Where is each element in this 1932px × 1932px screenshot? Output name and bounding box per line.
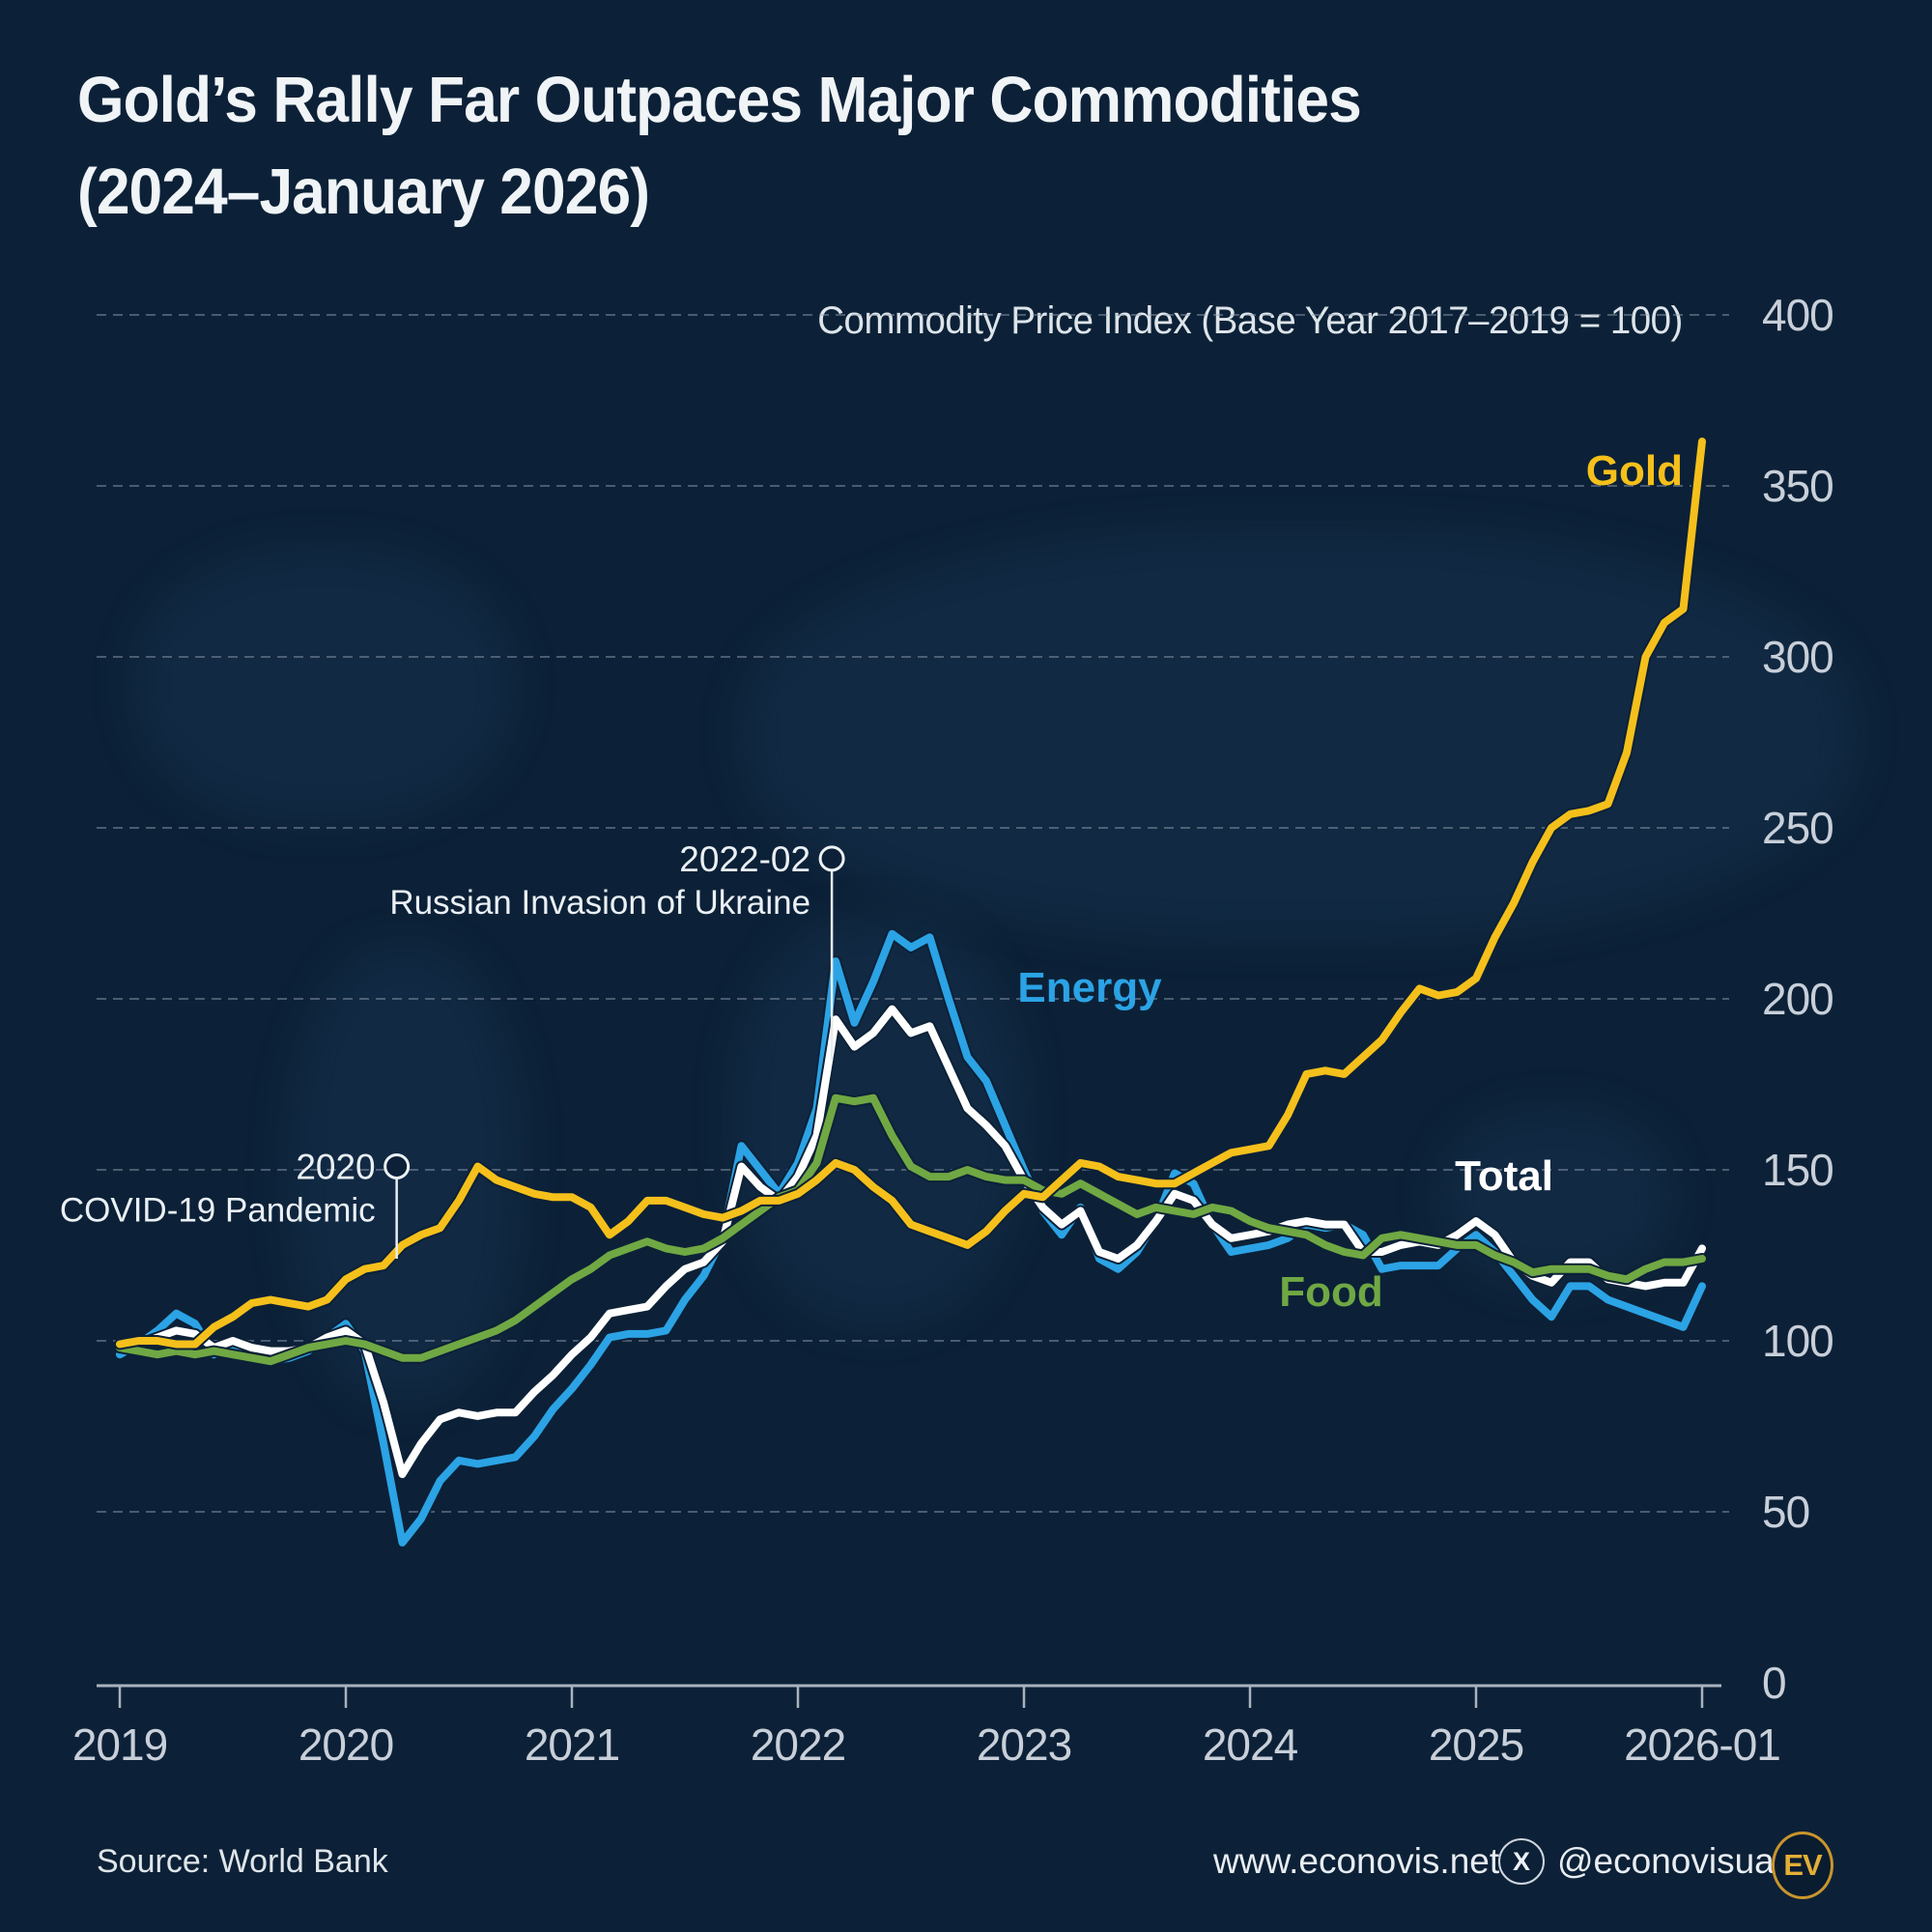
- chart-title-line1: Gold’s Rally Far Outpaces Major Commodit…: [77, 64, 1362, 136]
- chart-title: Gold’s Rally Far Outpaces Major Commodit…: [77, 54, 1605, 238]
- x-tick-label-2020: 2020: [298, 1719, 393, 1770]
- annotation-marker-1: [818, 845, 845, 872]
- y-tick-label-350: 350: [1762, 461, 1833, 511]
- x-handle: @econovisuals: [1557, 1841, 1801, 1881]
- x-icon-glyph: X: [1512, 1846, 1530, 1876]
- x-tick-label-2019: 2019: [72, 1719, 167, 1770]
- series-label-gold: Gold: [1586, 447, 1683, 495]
- y-tick-label-400: 400: [1762, 290, 1833, 340]
- map-blob-eurasia: [744, 531, 1855, 937]
- y-tick-label-150: 150: [1762, 1145, 1833, 1195]
- x-tick-label-2023: 2023: [977, 1719, 1071, 1770]
- annotation-marker-0: [384, 1152, 411, 1179]
- x-tick-label-2022: 2022: [751, 1719, 845, 1770]
- y-tick-label-0: 0: [1762, 1658, 1786, 1708]
- x-twitter-icon: X: [1498, 1838, 1545, 1885]
- map-blob-australia: [1439, 1111, 1671, 1285]
- annotation-date-1: 2022-02: [679, 839, 810, 879]
- y-tick-label-200: 200: [1762, 974, 1833, 1024]
- y-tick-label-100: 100: [1762, 1316, 1833, 1366]
- website-url: www.econovis.net: [1213, 1841, 1500, 1881]
- x-tick-label-2021: 2021: [525, 1719, 619, 1770]
- chart-title-line2: (2024–January 2026): [77, 156, 650, 229]
- map-blob-north-america: [135, 551, 512, 821]
- annotation-event-1: Russian Invasion of Ukraine: [389, 884, 810, 922]
- series-line-gold: [116, 438, 1706, 1349]
- axis-caption: Commodity Price Index (Base Year 2017–20…: [817, 299, 1684, 342]
- y-tick-label-300: 300: [1762, 632, 1833, 682]
- source-note: Source: World Bank: [97, 1843, 388, 1880]
- x-tick-label-2024: 2024: [1203, 1719, 1298, 1770]
- y-tick-label-50: 50: [1762, 1487, 1809, 1537]
- econovis-logo: EV: [1772, 1832, 1833, 1899]
- annotation-date-0: 2020: [296, 1147, 375, 1186]
- econovis-logo-text: EV: [1783, 1848, 1822, 1882]
- x-tick-label-2026-01: 2026-01: [1624, 1719, 1780, 1770]
- series-line-energy: [116, 929, 1706, 1547]
- y-tick-label-250: 250: [1762, 803, 1833, 853]
- series-line-food: [116, 1094, 1706, 1366]
- x-tick-label-2025: 2025: [1429, 1719, 1523, 1770]
- annotation-event-0: COVID-19 Pandemic: [60, 1191, 376, 1229]
- series-label-food: Food: [1279, 1268, 1383, 1316]
- series-label-energy: Energy: [1017, 964, 1162, 1011]
- series-label-total: Total: [1455, 1152, 1553, 1200]
